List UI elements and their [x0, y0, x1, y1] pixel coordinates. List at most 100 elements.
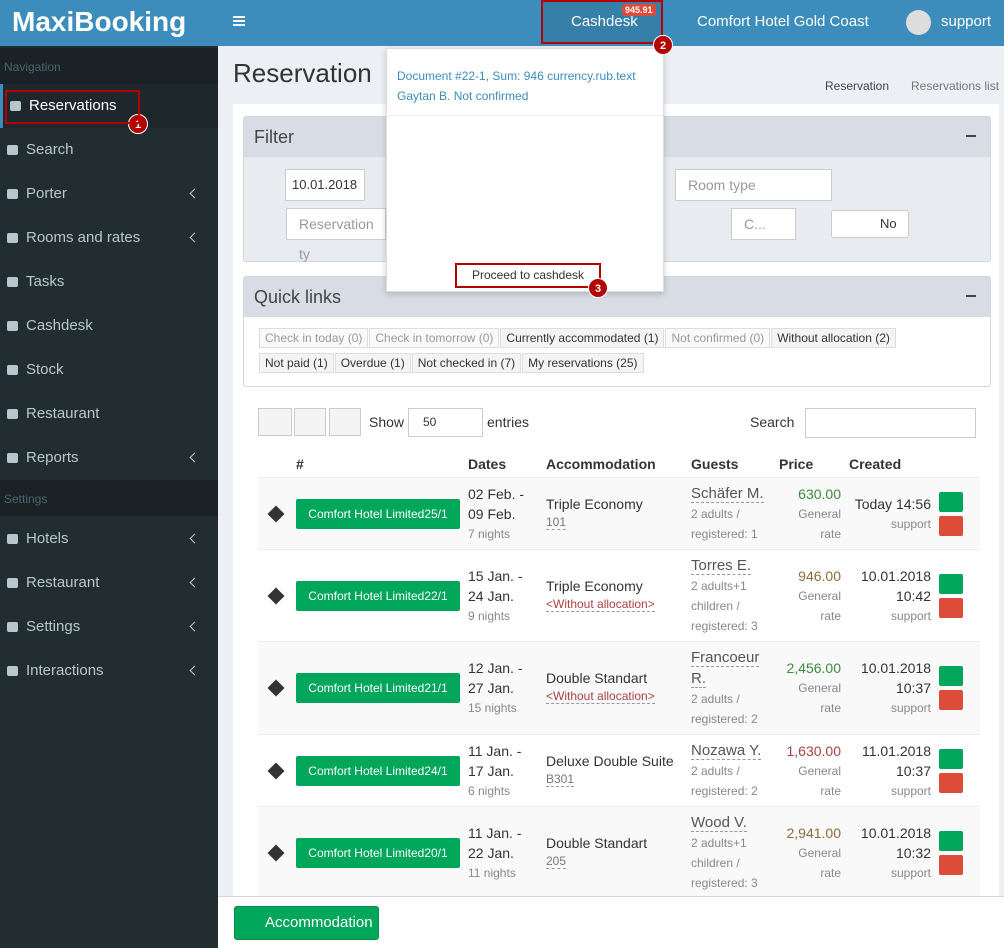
- date-to: 24 Jan.: [468, 587, 514, 604]
- sidebar-item[interactable]: Porter: [0, 172, 218, 216]
- column-header[interactable]: Dates: [468, 456, 507, 472]
- export-button[interactable]: [258, 408, 292, 436]
- collapse[interactable]: [966, 135, 976, 137]
- delete-button[interactable]: [939, 515, 963, 536]
- avatar: [906, 10, 931, 35]
- brand[interactable]: MaxiBooking: [0, 0, 218, 46]
- quick-link[interactable]: Not confirmed (0): [665, 328, 771, 348]
- edit-button[interactable]: [939, 491, 963, 512]
- icon: [7, 189, 18, 199]
- sidebar-item[interactable]: Hotels: [0, 517, 218, 561]
- accommodation-button[interactable]: Accommodation: [234, 906, 379, 940]
- column-header[interactable]: Price: [779, 456, 814, 472]
- edit-button[interactable]: [939, 830, 963, 851]
- search-input[interactable]: [805, 408, 976, 438]
- cell: Deluxe Double Suite B301: [542, 735, 687, 807]
- sidebar-label: Tasks: [26, 273, 65, 290]
- rate: General rate: [798, 506, 841, 541]
- quick-link[interactable]: Overdue (1): [334, 353, 411, 373]
- export-button[interactable]: [329, 408, 361, 436]
- guest[interactable]: Wood V.: [691, 814, 747, 832]
- guest[interactable]: Nozawa Y.: [691, 742, 762, 760]
- column-header[interactable]: Guests: [691, 456, 739, 472]
- rate: General rate: [798, 763, 841, 798]
- delete-button[interactable]: [939, 597, 963, 618]
- price: 2,941.00: [786, 824, 842, 841]
- sidebar-item[interactable]: Settings: [0, 605, 218, 649]
- hotel-button[interactable]: Comfort Hotel Limited20/1: [296, 837, 460, 868]
- room-type: Deluxe Double Suite: [546, 752, 674, 769]
- quick-link[interactable]: Check in tomorrow (0): [369, 328, 500, 348]
- dropdown-guest[interactable]: Gaytan B. Not confirmed: [397, 89, 529, 103]
- room[interactable]: B301: [546, 771, 575, 787]
- sidebar-item[interactable]: Restaurant: [0, 561, 218, 605]
- guest[interactable]: Schäfer M.: [691, 485, 764, 503]
- hotel-menu[interactable]: Comfort Hotel Gold Coast: [697, 13, 869, 30]
- date-input[interactable]: 10.01.2018: [285, 169, 365, 201]
- edit-button[interactable]: [939, 748, 963, 769]
- hotel-button[interactable]: Comfort Hotel Limited24/1: [296, 755, 460, 786]
- quick-link[interactable]: Not paid (1): [259, 353, 334, 373]
- menu-toggle[interactable]: [233, 16, 245, 18]
- proceed-button[interactable]: Proceed to cashdesk: [455, 263, 601, 288]
- search-label: Search: [750, 414, 795, 430]
- cell: Nozawa Y. 2 adults / registered: 2: [687, 735, 775, 807]
- sidebar-item[interactable]: Cashdesk: [0, 304, 218, 348]
- c-select[interactable]: C...: [731, 208, 796, 240]
- collapse[interactable]: [966, 295, 976, 297]
- chevron: [189, 533, 200, 544]
- edit-button[interactable]: [939, 666, 963, 686]
- column-header[interactable]: #: [296, 456, 304, 472]
- created-by: support: [890, 516, 931, 531]
- room[interactable]: <Without allocation>: [546, 689, 655, 704]
- quick-link[interactable]: Not checked in (7): [411, 353, 522, 373]
- quick-link[interactable]: My reservations (25): [522, 353, 644, 373]
- sidebar-item[interactable]: Search: [0, 128, 218, 172]
- user-menu[interactable]: support: [941, 13, 992, 30]
- page-size-select[interactable]: 50: [408, 408, 483, 437]
- date-from: 12 Jan. -: [468, 660, 523, 676]
- icon: [267, 505, 285, 522]
- sidebar-label: Porter: [26, 185, 67, 202]
- hotel-button[interactable]: Comfort Hotel Limited25/1: [296, 498, 460, 529]
- sidebar-item[interactable]: Stock: [0, 348, 218, 392]
- sidebar-label: Search: [26, 141, 74, 158]
- export-button[interactable]: [294, 408, 326, 436]
- guest[interactable]: Francoeur R.: [691, 649, 760, 688]
- column-header[interactable]: Created: [849, 456, 902, 472]
- sidebar-item[interactable]: Interactions: [0, 649, 218, 693]
- delete-button[interactable]: [939, 854, 963, 875]
- reservation-type-select[interactable]: Reservation ty: [286, 208, 386, 262]
- hotel-button[interactable]: Comfort Hotel Limited21/1: [296, 673, 460, 703]
- icon: [7, 578, 18, 588]
- cell: Double Standart <Without allocation>: [542, 642, 687, 735]
- created-by: support: [890, 783, 931, 798]
- delete-button[interactable]: [939, 690, 963, 710]
- quick-link[interactable]: Without allocation (2): [771, 328, 896, 348]
- cell: Comfort Hotel Limited22/1: [292, 550, 464, 642]
- hotel-button[interactable]: Comfort Hotel Limited22/1: [296, 580, 460, 611]
- breadcrumb[interactable]: Reservation: [825, 79, 890, 93]
- room[interactable]: <Without allocation>: [546, 596, 655, 612]
- sidebar-item[interactable]: Reports: [0, 436, 218, 480]
- cell: Torres E. 2 adults+1 children / registere…: [687, 550, 775, 642]
- delete-button[interactable]: [939, 772, 963, 793]
- toggle[interactable]: No: [831, 210, 909, 238]
- quick-link[interactable]: Check in today (0): [259, 328, 369, 348]
- sidebar-item[interactable]: Rooms and rates: [0, 216, 218, 260]
- guest[interactable]: Torres E.: [691, 557, 752, 575]
- edit-button[interactable]: [939, 573, 963, 594]
- room[interactable]: 101: [546, 514, 567, 530]
- rate: General rate: [798, 845, 841, 880]
- date-from: 02 Feb. -: [468, 485, 525, 502]
- column-header[interactable]: Accommodation: [546, 456, 656, 472]
- dropdown-document[interactable]: Document #22-1, Sum: 946 currency.rub.te…: [397, 69, 636, 83]
- quick-link[interactable]: Currently accommodated (1): [500, 328, 665, 348]
- created-by: support: [890, 608, 931, 623]
- room[interactable]: 205: [546, 853, 567, 869]
- created-by: support: [890, 701, 931, 715]
- icon: [10, 101, 21, 111]
- room-type-select[interactable]: Room type: [675, 169, 832, 201]
- sidebar-item[interactable]: Tasks: [0, 260, 218, 304]
- sidebar-item[interactable]: Restaurant: [0, 392, 218, 436]
